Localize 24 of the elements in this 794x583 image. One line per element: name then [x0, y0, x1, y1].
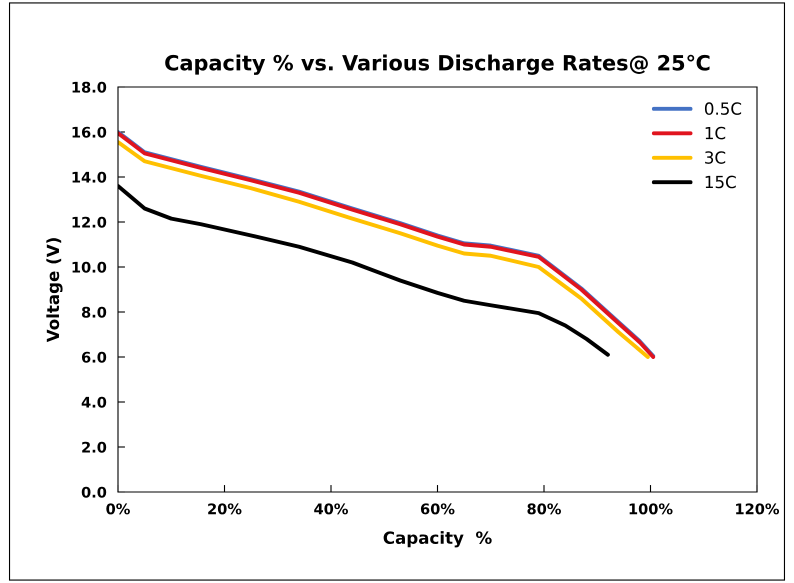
x-tick-label: 40% — [314, 503, 348, 514]
y-tick-label: 16.0 — [72, 126, 106, 138]
y-tick-label: 6.0 — [82, 352, 106, 363]
y-tick-label: 14.0 — [72, 172, 106, 183]
x-tick-label: 20% — [208, 503, 242, 514]
chart-title: Capacity % vs. Various Discharge Rates@ 25℃ — [165, 54, 710, 75]
legend-label: 0.5C — [704, 102, 742, 115]
legend-label: 1C — [706, 126, 726, 140]
x-axis-title: Capacity % — [384, 531, 492, 548]
y-tick-label: 8.0 — [82, 306, 106, 318]
x-tick-label: 100% — [630, 503, 673, 514]
x-tick-label: 0% — [106, 503, 130, 514]
y-tick-label: 0.0 — [82, 486, 106, 498]
x-tick-label: 120% — [736, 503, 780, 514]
legend-label: 3C — [705, 151, 726, 164]
x-tick-label: 60% — [420, 503, 454, 514]
y-tick-label: 18.0 — [72, 82, 106, 93]
y-tick-label: 2.0 — [82, 442, 106, 453]
y-axis-title: Voltage (V) — [46, 238, 63, 342]
y-tick-label: 10.0 — [72, 262, 106, 273]
x-tick-label: 80% — [527, 503, 561, 514]
y-tick-label: 12.0 — [72, 216, 106, 228]
y-tick-label: 4.0 — [82, 396, 106, 408]
legend-label: 15C — [706, 176, 736, 188]
